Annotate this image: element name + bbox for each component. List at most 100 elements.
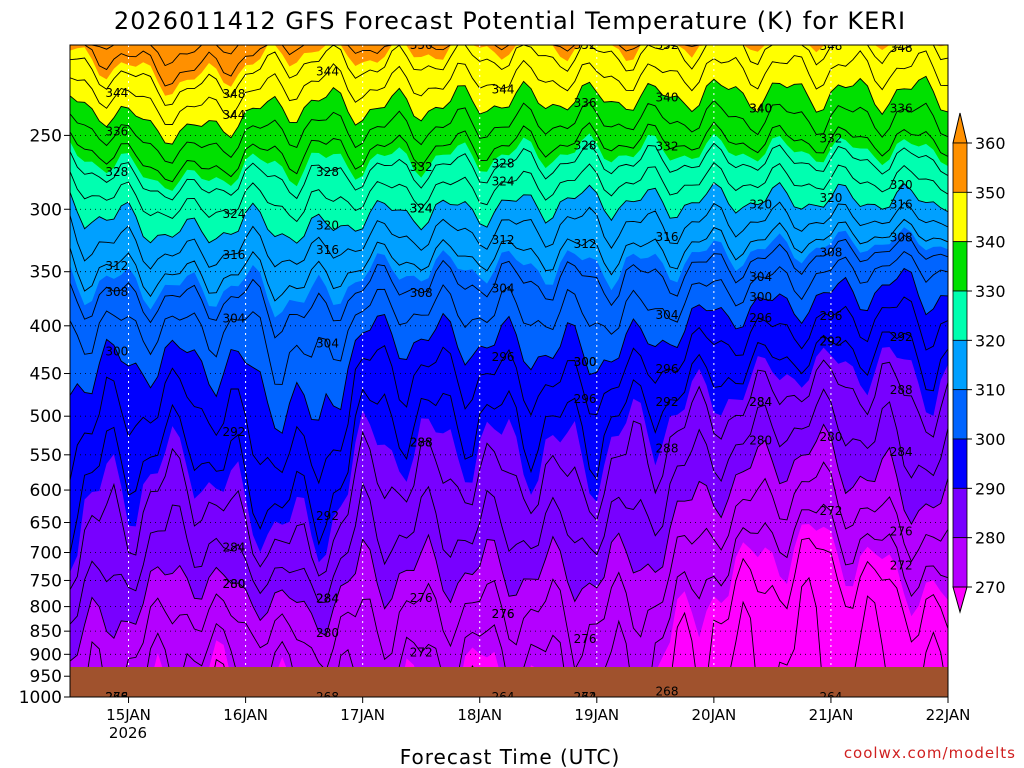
contour-label: 268 [656, 685, 679, 699]
contour-label: 316 [222, 248, 245, 262]
contour-label: 292 [656, 395, 679, 409]
contour-label: 280 [749, 433, 772, 447]
contour-label: 288 [410, 436, 433, 450]
contour-label: 288 [890, 383, 913, 397]
contour-line-348 [70, 45, 948, 106]
contour-label: 340 [749, 102, 772, 116]
contour-line-300 [70, 267, 948, 434]
x-tick-label: 20JAN [691, 706, 736, 724]
contour-label: 292 [316, 509, 339, 523]
contour-label: 264 [819, 690, 842, 704]
contour-label: 276 [105, 690, 128, 704]
contour-line-328 [70, 142, 948, 201]
contour-label: 268 [316, 690, 339, 704]
contour-label: 324 [222, 207, 245, 221]
contour-line-336 [70, 99, 948, 164]
colorbar-label: 300 [975, 430, 1006, 449]
y-tick-label: 250 [30, 126, 62, 146]
contour-label: 304 [222, 312, 245, 326]
contour-line-268 [70, 537, 948, 697]
colorbar-segment [952, 438, 968, 489]
x-tick-label: 15JAN [106, 706, 151, 724]
contour-line-308 [70, 234, 948, 339]
contour-label: 332 [410, 160, 433, 174]
contour-line-332 [70, 121, 948, 183]
contour-label: 336 [105, 124, 128, 138]
contour-line-276 [70, 461, 948, 697]
contour-label: 296 [492, 350, 515, 364]
plot-frame [69, 44, 949, 698]
contour-label: 304 [656, 308, 679, 322]
contour-label: 276 [574, 632, 597, 646]
colorbar-label: 340 [975, 233, 1006, 252]
contour-label: 284 [316, 592, 339, 606]
contour-label: 264 [574, 690, 597, 704]
contour-label: 332 [656, 139, 679, 153]
y-tick-label: 1000 [19, 688, 62, 708]
contour-label: 320 [819, 191, 842, 205]
contour-label: 340 [749, 102, 772, 116]
contour-line-320 [70, 181, 948, 244]
colorbar-label: 280 [975, 529, 1006, 548]
contour-line-284 [70, 388, 948, 625]
contour-label: 300 [749, 290, 772, 304]
contour-label: 320 [316, 219, 339, 233]
contour-line-264 [70, 576, 948, 697]
contour-label: 292 [819, 335, 842, 349]
colorbar-segment [952, 339, 968, 391]
contour-line-292 [70, 331, 948, 554]
contour-label: 284 [749, 395, 772, 409]
contour-label: 348 [890, 41, 913, 55]
y-tick-label: 850 [30, 622, 62, 642]
plot-area: 344 356 352 348 344 352 348 344 328 340 348 344 340 3… [70, 38, 948, 704]
contour-label: 268 [105, 690, 128, 704]
contour-label: 276 [492, 607, 515, 621]
contour-label: 316 [316, 243, 339, 257]
colorbar-label: 290 [975, 479, 1006, 498]
contour-label: 324 [410, 202, 433, 216]
contour-label: 320 [749, 198, 772, 212]
contour-label: 312 [105, 259, 128, 273]
contour-label: 276 [890, 525, 913, 539]
colorbar-label: 360 [975, 134, 1006, 153]
colorbar-label: 330 [975, 282, 1006, 301]
x-tick-label: 17JAN [340, 706, 385, 724]
contour-label: 272 [410, 646, 433, 660]
colorbar-segment [952, 537, 968, 588]
y-tick-label: 500 [30, 407, 62, 427]
contour-label: 304 [749, 270, 772, 284]
contour-label: 328 [316, 165, 339, 179]
band-above-340 [70, 45, 948, 145]
y-tick-label: 400 [30, 317, 62, 337]
contour-label: 296 [656, 362, 679, 376]
contour-label: 308 [410, 286, 433, 300]
contour-label: 276 [492, 607, 515, 621]
contour-label: 344 [316, 65, 339, 79]
x-tick-label: 16JAN [223, 706, 268, 724]
y-tick-label: 950 [30, 667, 62, 687]
contour-label: 356 [410, 38, 433, 52]
contour-label: 300 [574, 355, 597, 369]
contour-line-280 [70, 423, 948, 662]
credit-link[interactable]: coolwx.com/modelts [844, 744, 1016, 762]
contour-label: 276 [410, 591, 433, 605]
contour-line-296 [70, 296, 948, 485]
contour-line-316 [70, 201, 948, 270]
contour-label: 320 [890, 178, 913, 192]
colorbar-label: 270 [975, 578, 1006, 597]
contour-label: 284 [316, 592, 339, 606]
contour-label: 344 [105, 86, 128, 100]
colorbar-segment [952, 290, 968, 341]
contour-label: 264 [492, 690, 515, 704]
contour-label: 284 [890, 445, 913, 459]
contour-label: 288 [656, 441, 679, 455]
colorbar: 270 280 290 300 310 320 330 340 350 360 [952, 112, 1006, 614]
contour-label: 312 [492, 233, 515, 247]
contour-label: 324 [410, 202, 433, 216]
y-tick-label: 700 [30, 544, 62, 564]
contour-label: 284 [222, 541, 245, 555]
band-above-350 [70, 45, 948, 96]
contour-line-312 [70, 218, 948, 302]
colorbar-top-arrow [952, 112, 968, 144]
